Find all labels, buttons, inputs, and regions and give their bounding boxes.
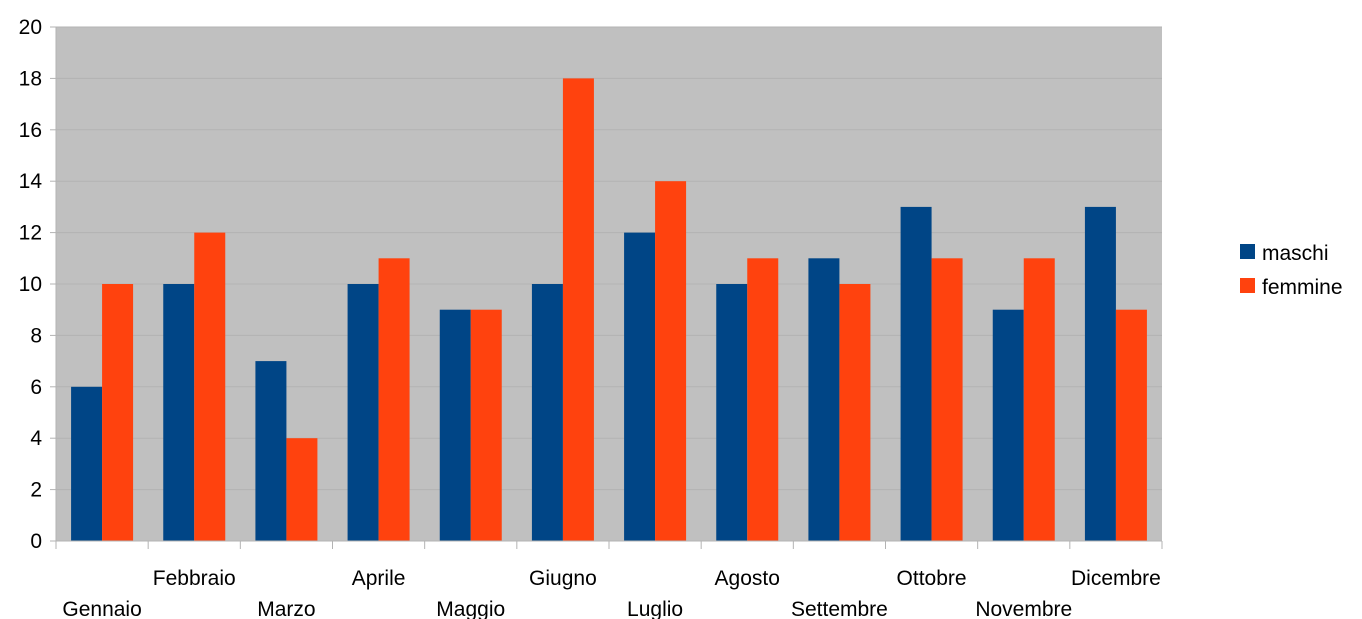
x-tick-label: Agosto xyxy=(715,567,780,590)
x-tick-label: Gennaio xyxy=(62,598,141,619)
bar-femmine-gennaio xyxy=(102,284,134,541)
bar-maschi-novembre xyxy=(992,309,1024,541)
x-tick-label: Ottobre xyxy=(897,567,967,590)
bars xyxy=(71,78,1147,542)
legend-label-femmine: femmine xyxy=(1262,276,1343,299)
y-tick-label: 8 xyxy=(30,324,42,347)
bar-maschi-ottobre xyxy=(900,206,932,541)
bar-maschi-maggio xyxy=(439,309,471,541)
x-tick-label: Luglio xyxy=(627,598,683,619)
bar-femmine-agosto xyxy=(747,258,779,541)
bar-femmine-novembre xyxy=(1023,258,1055,541)
bar-femmine-dicembre xyxy=(1115,309,1147,541)
y-tick-label: 16 xyxy=(19,119,42,142)
bar-maschi-marzo xyxy=(255,361,287,541)
bar-femmine-marzo xyxy=(286,438,318,541)
legend-swatch-femmine xyxy=(1240,278,1255,293)
x-tick-label: Aprile xyxy=(352,567,406,590)
y-tick-label: 12 xyxy=(19,222,42,245)
x-tick-label: Novembre xyxy=(975,598,1072,619)
bar-maschi-aprile xyxy=(347,284,379,541)
bar-femmine-settembre xyxy=(839,284,871,541)
legend: maschi femmine xyxy=(1240,242,1343,299)
x-tick-label: Dicembre xyxy=(1071,567,1161,590)
bar-maschi-gennaio xyxy=(71,386,103,541)
bar-maschi-agosto xyxy=(716,284,748,541)
gridlines xyxy=(56,26,1162,491)
bar-femmine-ottobre xyxy=(931,258,963,541)
x-tick-label: Febbraio xyxy=(153,567,236,590)
x-tick-label: Maggio xyxy=(436,598,505,619)
legend-label-maschi: maschi xyxy=(1262,242,1329,265)
bar-maschi-luglio xyxy=(624,232,656,541)
bar-maschi-settembre xyxy=(808,258,840,541)
y-tick-label: 2 xyxy=(30,479,42,502)
y-axis-ticks: 0 2 4 6 8 10 12 14 16 18 20 xyxy=(19,16,56,553)
y-tick-label: 14 xyxy=(19,170,43,193)
bar-maschi-giugno xyxy=(531,284,563,541)
y-tick-label: 18 xyxy=(19,67,42,90)
bar-femmine-giugno xyxy=(562,78,594,542)
y-tick-label: 4 xyxy=(30,427,42,450)
legend-swatch-maschi xyxy=(1240,244,1255,259)
y-tick-label: 6 xyxy=(30,376,42,399)
bar-femmine-luglio xyxy=(655,181,687,541)
bar-maschi-dicembre xyxy=(1084,206,1116,541)
y-tick-label: 20 xyxy=(19,16,42,39)
x-tick-label: Giugno xyxy=(529,567,597,590)
x-tick-label: Settembre xyxy=(791,598,888,619)
x-tick-label: Marzo xyxy=(257,598,315,619)
bar-femmine-maggio xyxy=(470,309,502,541)
y-tick-label: 0 xyxy=(30,530,42,553)
bar-femmine-aprile xyxy=(378,258,410,541)
y-tick-label: 10 xyxy=(19,273,42,296)
x-axis-ticks: Gennaio Febbraio Marzo Aprile Maggio Giugno Lu… xyxy=(55,541,1163,619)
bar-maschi-febbraio xyxy=(163,284,195,541)
bar-femmine-febbraio xyxy=(194,232,226,541)
